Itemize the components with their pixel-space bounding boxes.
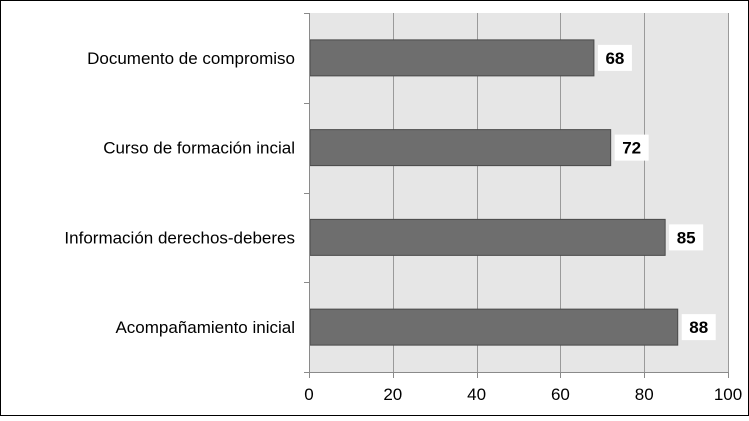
x-tick-label: 0 [304, 385, 313, 404]
x-tick-label: 80 [635, 385, 654, 404]
labels: 0 20 40 60 80 100 68 Documento de compromiso 72 C… [64, 44, 742, 404]
category-label: Información derechos-deberes [64, 228, 295, 247]
axes [304, 13, 729, 378]
data-label: 85 [677, 228, 696, 247]
data-label-box [669, 224, 704, 251]
data-label-box [681, 314, 716, 341]
data-label: 68 [605, 49, 624, 68]
category-label: Documento de compromiso [87, 49, 295, 68]
x-tick-label: 40 [467, 385, 486, 404]
x-tick-label: 60 [551, 385, 570, 404]
bar [309, 308, 679, 346]
category-label: Curso de formación incial [103, 139, 295, 158]
data-label-box [614, 134, 649, 161]
data-label-box [597, 44, 632, 71]
bar [309, 129, 612, 167]
x-tick-label: 20 [383, 385, 402, 404]
bars [309, 39, 679, 346]
bar [309, 39, 595, 77]
bar [309, 218, 666, 256]
data-label: 88 [689, 318, 708, 337]
x-tick-label: 100 [714, 385, 742, 404]
data-label: 72 [622, 139, 641, 158]
category-label: Acompañamiento inicial [115, 318, 295, 337]
